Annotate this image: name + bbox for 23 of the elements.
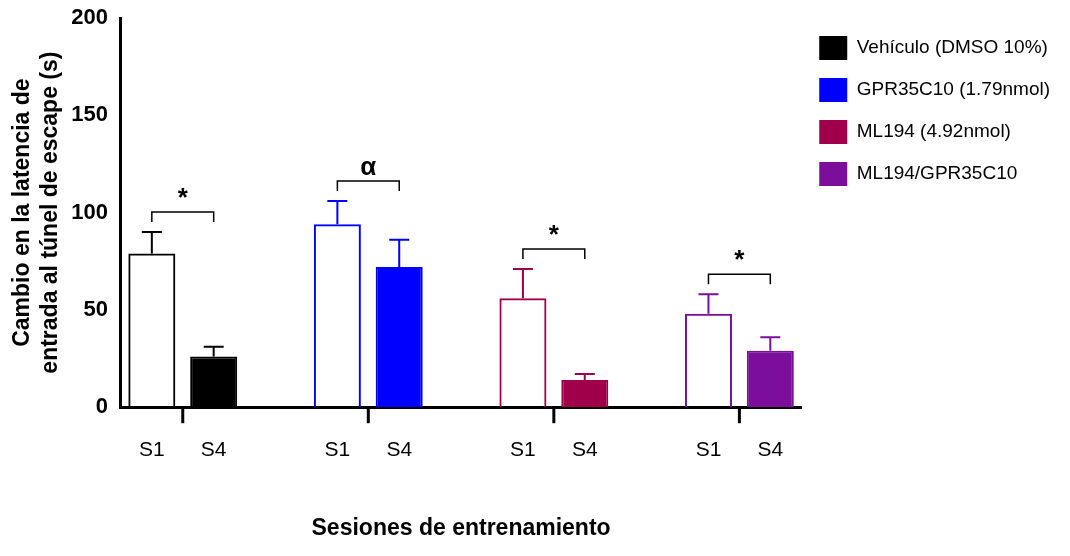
- y-axis-title: Cambio en la latencia de entrada al túnel de escape (s): [8, 51, 62, 374]
- y-tick-label: 50: [83, 295, 108, 321]
- x-tick-label: S1: [324, 436, 351, 460]
- annotation: *: [734, 244, 746, 275]
- y-tick-label: 200: [71, 4, 108, 30]
- x-tick-label: S4: [571, 436, 598, 460]
- annotation: *: [177, 182, 189, 213]
- y-tick-label: 100: [71, 198, 108, 224]
- x-tick-label: S1: [510, 436, 536, 460]
- legend-label: GPR35C10 (1.79nmol): [856, 78, 1051, 100]
- legend-label: ML194 (4.92nmol): [856, 120, 1011, 142]
- x-tick-label: S4: [757, 436, 784, 460]
- x-tick-label: S1: [138, 436, 165, 460]
- annotation: *: [548, 219, 560, 250]
- x-tick-label: S4: [386, 436, 413, 460]
- y-tick-label: 0: [95, 393, 108, 419]
- x-tick-label: S4: [200, 436, 227, 460]
- annotation: α: [360, 150, 377, 181]
- legend-label: ML194/GPR35C10: [856, 162, 1018, 184]
- x-axis-title: Sesiones de entrenamiento: [311, 513, 611, 540]
- x-tick-label: S1: [695, 436, 722, 460]
- legend-label: Vehículo (DMSO 10%): [856, 36, 1048, 58]
- y-tick-label: 150: [71, 101, 108, 127]
